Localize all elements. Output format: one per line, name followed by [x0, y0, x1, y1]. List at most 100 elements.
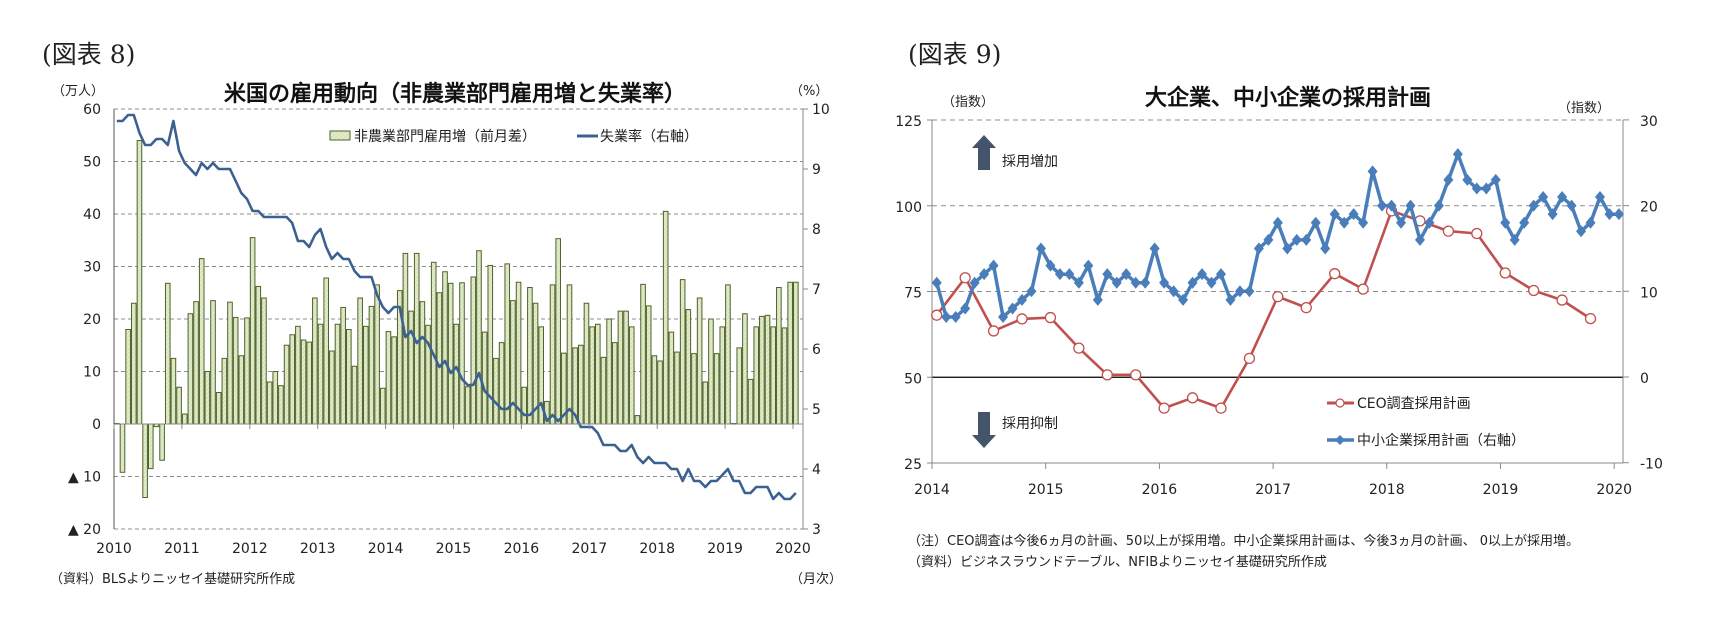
figure-8-legend: 非農業部門雇用増（前月差） 失業率（右軸） — [329, 128, 698, 145]
payroll-bar — [623, 310, 629, 425]
nfib-point — [1538, 191, 1549, 204]
payroll-bar — [300, 339, 307, 425]
x-tick-label: 2018 — [639, 541, 675, 557]
payroll-bar — [255, 285, 262, 425]
nfib-point — [1490, 173, 1501, 186]
payroll-bar — [617, 310, 624, 425]
y-left-tick-label: 40 — [83, 207, 101, 223]
payroll-bar — [651, 355, 658, 425]
figure-9-x-tick-labels: 2014 2015 2016 2017 2018 2019 2020 — [914, 482, 1632, 498]
x-tick-label: 2018 — [1369, 482, 1405, 498]
figure-8-label: (図表 8) — [42, 40, 135, 69]
payroll-bar — [312, 297, 318, 425]
ceo-point — [1158, 402, 1170, 414]
figure-9-right-unit: （指数） — [1558, 101, 1610, 116]
payroll-bar — [362, 325, 369, 425]
nfib-point — [1045, 259, 1056, 272]
payroll-bar — [759, 315, 765, 425]
payroll-bar — [464, 386, 471, 425]
ceo-point — [1556, 294, 1568, 306]
payroll-bar — [210, 300, 216, 425]
nfib-point — [1234, 285, 1245, 298]
payroll-bar — [198, 258, 205, 425]
payroll-bar — [391, 336, 397, 425]
payroll-bar — [753, 326, 760, 425]
nfib-point — [1576, 225, 1587, 238]
nfib-point — [1613, 208, 1624, 221]
arrow-up-icon — [972, 135, 996, 170]
nfib-point — [1329, 208, 1340, 221]
nfib-point — [1310, 216, 1321, 229]
payroll-bar — [634, 415, 641, 425]
legend-label-unemployment: 失業率（右軸） — [600, 128, 698, 145]
figure-8-source: （資料）BLSよりニッセイ基礎研究所作成 — [50, 572, 295, 587]
x-tick-label: 2019 — [1483, 482, 1519, 498]
payroll-bar — [685, 309, 692, 425]
figure-9-label: (図表 9) — [908, 40, 1001, 69]
payroll-bar — [708, 318, 714, 425]
x-tick-label: 2010 — [96, 541, 132, 557]
nfib-point — [1215, 268, 1226, 281]
payroll-bar — [600, 356, 607, 425]
y-left-tick-label: 75 — [904, 286, 922, 302]
payroll-bar — [402, 252, 409, 425]
y-left-tick-label: 20 — [83, 312, 101, 328]
x-tick-label: 2019 — [707, 541, 743, 557]
ceo-point — [1442, 225, 1455, 237]
payroll-bar — [521, 386, 528, 425]
nfib-point — [1017, 293, 1028, 306]
ceo-point — [1243, 352, 1256, 365]
ceo-point — [1357, 283, 1369, 295]
y-left-tick-label: 50 — [83, 155, 101, 171]
nfib-point — [1594, 191, 1605, 204]
x-tick-label: 2012 — [232, 541, 268, 557]
nfib-point — [979, 268, 990, 281]
nfib-point — [1424, 216, 1435, 229]
payroll-bar — [606, 318, 612, 425]
x-tick-label: 2016 — [504, 541, 540, 557]
payroll-bar — [481, 331, 488, 425]
payroll-bar — [244, 317, 250, 425]
nfib-point — [1405, 199, 1416, 212]
nfib-point — [1007, 302, 1018, 315]
ceo-point — [1186, 392, 1199, 404]
nfib-point — [1471, 182, 1482, 195]
figure-8-left-unit: （万人） — [52, 84, 104, 99]
nfib-point — [1225, 293, 1236, 306]
legend-label-ceo: CEO調査採用計画 — [1357, 396, 1471, 412]
x-tick-label: 2017 — [1255, 482, 1291, 498]
payroll-bar — [136, 140, 143, 425]
payroll-bar — [221, 357, 228, 425]
ceo-point — [1044, 311, 1057, 324]
figure-9-right-tick-labels: 30 20 10 0 -10 — [1640, 114, 1663, 473]
nfib-point — [1291, 233, 1302, 246]
figure-9: (図表 9) 大企業、中小企業の採用計画 （指数） （指数） 125100755… — [895, 40, 1663, 570]
arrow-down-icon — [972, 412, 996, 448]
nfib-point — [1452, 148, 1463, 161]
legend-swatch-payrolls — [329, 130, 351, 141]
nfib-point — [1547, 208, 1558, 221]
ceo-point — [987, 325, 1000, 337]
payroll-bar — [459, 282, 465, 425]
payroll-bar — [442, 271, 448, 425]
payroll-bar — [379, 387, 386, 425]
payroll-bar — [719, 326, 726, 425]
y-right-tick-label: 8 — [812, 222, 821, 238]
payroll-bar — [187, 313, 194, 425]
nfib-point — [1500, 216, 1511, 229]
nfib-point — [969, 276, 980, 289]
payroll-bar — [645, 305, 652, 425]
x-tick-label: 2016 — [1142, 482, 1178, 498]
ceo-point — [1471, 227, 1483, 240]
nfib-point — [1414, 233, 1425, 246]
nfib-point — [1358, 216, 1369, 229]
payroll-bar — [119, 423, 126, 473]
nfib-point — [1092, 293, 1103, 306]
ceo-point — [931, 309, 943, 321]
y-left-tick-label: 100 — [895, 200, 922, 216]
payroll-bar — [317, 323, 324, 425]
ceo-point — [1329, 268, 1341, 280]
nfib-point — [1073, 276, 1084, 289]
ceo-point — [1016, 313, 1028, 325]
